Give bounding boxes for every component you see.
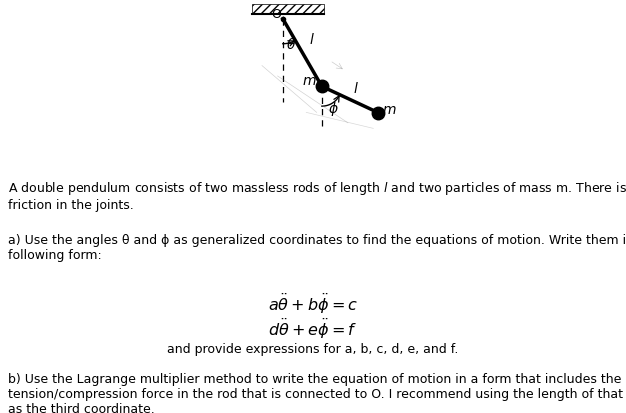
Text: $\theta$: $\theta$ (286, 37, 296, 52)
Text: $\phi$: $\phi$ (328, 100, 339, 118)
Text: O: O (272, 8, 281, 21)
Text: $l$: $l$ (309, 32, 314, 47)
Text: $m$: $m$ (382, 102, 397, 116)
Text: a) Use the angles θ and ϕ as generalized coordinates to find the equations of mo: a) Use the angles θ and ϕ as generalized… (8, 233, 626, 261)
Text: and provide expressions for a, b, c, d, e, and f.: and provide expressions for a, b, c, d, … (167, 342, 459, 355)
Text: $d\ddot{\theta} + e\ddot{\phi} = f$: $d\ddot{\theta} + e\ddot{\phi} = f$ (269, 316, 357, 340)
Text: A double pendulum consists of two massless rods of length $l$ and two particles : A double pendulum consists of two massle… (8, 180, 626, 211)
Text: b) Use the Lagrange multiplier method to write the equation of motion in a form : b) Use the Lagrange multiplier method to… (8, 372, 626, 413)
Text: $m$: $m$ (302, 74, 317, 88)
Text: $l$: $l$ (353, 81, 359, 96)
Text: $a\ddot{\theta} + b\ddot{\phi} = c$: $a\ddot{\theta} + b\ddot{\phi} = c$ (268, 291, 358, 315)
